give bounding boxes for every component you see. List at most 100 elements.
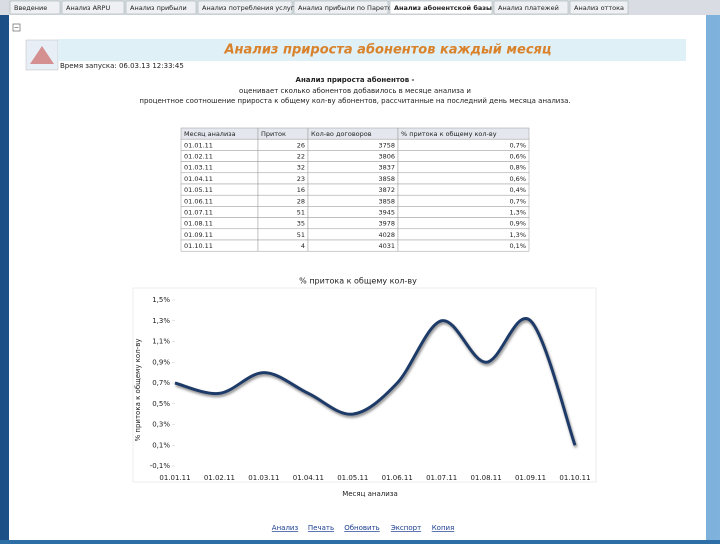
x-tick-label: 01.01.11 xyxy=(159,474,190,482)
plot: -0,1% 0,1% 0,3% 0,5% 0,7% 0,9% 1,1% 1,3% 1,5% 01.… xyxy=(150,296,591,482)
table-cell-text: 0,7% xyxy=(509,197,526,205)
tab[interactable] xyxy=(569,0,629,15)
table-cell-text: 0,6% xyxy=(509,153,526,161)
page-title: Анализ прироста абонентов каждый месяц xyxy=(223,43,551,58)
table-cell-text: 3872 xyxy=(378,186,395,194)
table-cell-text: 01.07.11 xyxy=(184,209,213,217)
table-cell-text: 01.02.11 xyxy=(184,153,213,161)
table-cell-text: 3858 xyxy=(378,197,395,205)
tab-label[interactable]: Анализ прибыли xyxy=(130,4,187,12)
table-header-text: Кол-во договоров xyxy=(311,130,372,138)
footer-link[interactable]: Анализ xyxy=(272,524,299,532)
table-cell-text: 3837 xyxy=(378,164,395,172)
x-tick-label: 01.03.11 xyxy=(248,474,279,482)
table-header-text: Приток xyxy=(261,130,286,138)
tab[interactable] xyxy=(61,0,125,15)
table-cell-text: 4 xyxy=(301,242,305,250)
table-cell-text: 0,4% xyxy=(509,186,526,194)
x-tick-label: 01.06.11 xyxy=(382,474,413,482)
table-header-text: % притока к общему кол-ву xyxy=(401,130,497,138)
table-cell-text: 0,6% xyxy=(509,175,526,183)
table-cell-text: 3806 xyxy=(378,153,395,161)
tab-label[interactable]: Анализ абонентской базы xyxy=(394,4,492,12)
table-cell-text: 01.01.11 xyxy=(184,141,213,149)
table-cell-text: 3978 xyxy=(378,220,395,228)
table-cell-text: 01.06.11 xyxy=(184,197,213,205)
tab[interactable] xyxy=(197,0,293,15)
y-tick-label: 1,3% xyxy=(152,317,170,325)
table-cell-text: 22 xyxy=(297,153,305,161)
y-tick-label: 0,3% xyxy=(152,421,170,429)
table-cell-text: 32 xyxy=(297,164,305,172)
table-cell-text: 0,8% xyxy=(509,164,526,172)
table: Месяц анализа Приток Кол-во договоров % при… xyxy=(180,127,530,252)
table-cell-text: 0,1% xyxy=(509,242,526,250)
description-heading: Анализ прироста абонентов - xyxy=(296,76,415,84)
table-cell-text: 4031 xyxy=(378,242,395,250)
table-cell-text: 1,3% xyxy=(509,231,526,239)
x-tick-label: 01.05.11 xyxy=(337,474,368,482)
footer-link[interactable]: Копия xyxy=(432,524,455,532)
table-cell-text: 01.05.11 xyxy=(184,186,213,194)
footer-link[interactable]: Печать xyxy=(308,524,334,532)
tab-label[interactable]: Анализ платежей xyxy=(498,4,559,12)
table-cell-text: 3858 xyxy=(378,175,395,183)
table-cell-text: 01.03.11 xyxy=(184,164,213,172)
table-cell-text: 26 xyxy=(297,141,305,149)
table-cell-text: 3758 xyxy=(378,141,395,149)
x-axis-label: Месяц анализа xyxy=(342,490,398,498)
table-cell-text: 01.09.11 xyxy=(184,231,213,239)
y-tick-label: 0,7% xyxy=(152,379,170,387)
description-line: оценивает сколько абонентов добавилось в… xyxy=(239,87,471,95)
x-tick-label: 01.04.11 xyxy=(293,474,324,482)
tab-label[interactable]: Анализ потребления услуг xyxy=(202,4,295,12)
footer-link[interactable]: Экспорт xyxy=(391,524,421,532)
table-cell-text: 1,3% xyxy=(509,209,526,217)
y-tick-label: 0,1% xyxy=(152,441,170,449)
y-axis-label: % притока к общему кол-ву xyxy=(134,339,142,442)
tabs: Введение Анализ ARPU Анализ прибыли Анализ … xyxy=(9,0,629,15)
table-cell-text: 28 xyxy=(297,197,305,205)
tab[interactable] xyxy=(493,0,569,15)
table-cell-text: 35 xyxy=(297,220,305,228)
table-cell-text: 01.10.11 xyxy=(184,242,213,250)
tab[interactable] xyxy=(389,0,493,15)
table-cell xyxy=(397,239,530,252)
y-tick-label: 1,5% xyxy=(152,296,170,304)
table-cell-text: 0,9% xyxy=(509,220,526,228)
table-cell-text: 23 xyxy=(297,175,305,183)
table-header-text: Месяц анализа xyxy=(184,130,236,138)
run-time: Время запуска: 06.03.13 12:33:45 xyxy=(60,62,184,70)
table-cell-text: 01.04.11 xyxy=(184,175,213,183)
x-tick-label: 01.08.11 xyxy=(471,474,502,482)
table-cell-text: 51 xyxy=(297,209,305,217)
tab-label[interactable]: Анализ оттока xyxy=(574,4,624,12)
footer-link[interactable]: Обновить xyxy=(344,524,380,532)
tab-label[interactable]: Анализ ARPU xyxy=(66,4,110,12)
y-tick-label: 1,1% xyxy=(152,338,170,346)
y-tick-label: 0,5% xyxy=(152,400,170,408)
table-cell-text: 51 xyxy=(297,231,305,239)
table-cell-text: 3945 xyxy=(378,209,395,217)
x-tick-label: 01.09.11 xyxy=(515,474,546,482)
x-tick-label: 01.10.11 xyxy=(559,474,590,482)
table-cell-text: 4028 xyxy=(378,231,395,239)
tab-label[interactable]: Введение xyxy=(14,4,47,12)
tab[interactable] xyxy=(125,0,197,15)
footer: Анализ Печать Обновить Экспорт Копия xyxy=(272,524,455,532)
y-tick-label: -0,1% xyxy=(150,462,171,470)
tab[interactable] xyxy=(293,0,389,15)
table-cell-text: 0,7% xyxy=(509,141,526,149)
series-line xyxy=(174,317,577,446)
description-line: процентное соотношение прироста к общему… xyxy=(139,97,570,105)
logo-mark xyxy=(30,46,54,64)
tab-label[interactable]: Анализ прибыли по Парето xyxy=(298,4,392,12)
y-tick-label: 0,9% xyxy=(152,358,170,366)
x-tick-label: 01.02.11 xyxy=(204,474,235,482)
collapse-icon[interactable] xyxy=(12,23,21,32)
x-tick-label: 01.07.11 xyxy=(426,474,457,482)
tab[interactable] xyxy=(9,0,61,15)
chart-title: % притока к общему кол-ву xyxy=(299,277,417,286)
